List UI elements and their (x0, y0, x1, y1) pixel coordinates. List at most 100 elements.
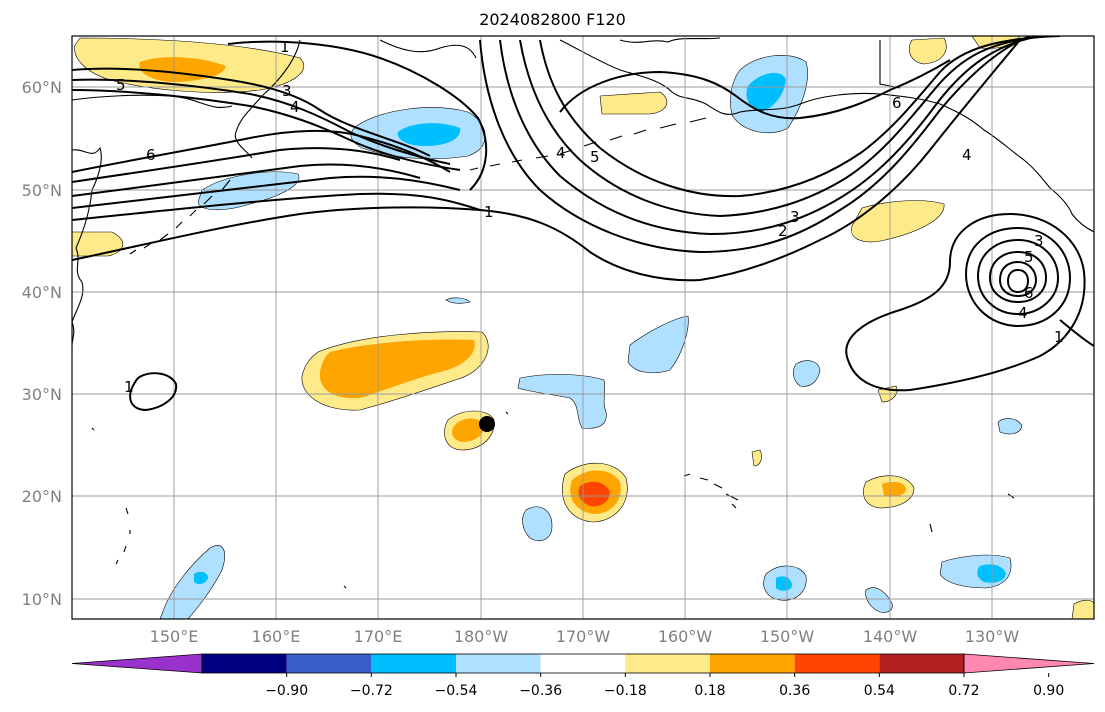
contour-label: 5 (1024, 248, 1034, 266)
lon-tick-label: 180°W (454, 627, 509, 646)
contour-label: 5 (116, 76, 126, 94)
anomaly-lightblue-sw (159, 545, 225, 619)
contour-2-main (479, 36, 1031, 254)
lon-tick-label: 160°W (658, 627, 713, 646)
lon-tick-label: 160°E (252, 627, 301, 646)
coast-hawaii (683, 473, 739, 509)
lat-tick-label: 10°N (22, 590, 62, 609)
contour-low-6 (1006, 268, 1030, 294)
contour-1-southwest (129, 372, 178, 412)
contour-low-1 (845, 212, 1086, 392)
coast-small-islands (91, 411, 1015, 589)
contour-5-west (72, 67, 431, 157)
anomaly-orange-dot (452, 418, 484, 442)
lon-tick-label: 130°W (965, 627, 1020, 646)
anomaly-red-south (578, 481, 610, 507)
contour-label: 5 (590, 148, 600, 166)
colorbar-tick-label: 0.54 (864, 683, 895, 699)
contour-westflow1 (72, 147, 401, 183)
colorbar-swatch (371, 654, 456, 673)
contour-westflow4 (72, 192, 481, 221)
contour-1-east (1059, 319, 1094, 347)
anomaly-lightblue-small (445, 297, 471, 304)
contour-label: 4 (1018, 304, 1028, 322)
storm-position-marker (479, 416, 495, 432)
contour-label: 4 (556, 144, 566, 162)
coast-north-top (619, 37, 721, 43)
anomaly-lightblue-e1 (793, 360, 821, 387)
anomaly-lightblue-se2 (865, 587, 893, 613)
anomaly-blue-se1 (776, 576, 792, 591)
colorbar-tick-label: −0.90 (265, 683, 308, 699)
contour-label: 6 (1024, 284, 1034, 302)
anomaly-lightblue-kamchatka (197, 171, 300, 211)
contour-label: 3 (790, 208, 800, 226)
coast-chukotka (379, 39, 477, 59)
lon-tick-label: 170°E (354, 627, 403, 646)
anomaly-lightblue-mid1 (627, 315, 689, 374)
contour-1-main (72, 39, 1021, 282)
anomaly-orange-east (882, 482, 906, 497)
contour-label: 4 (962, 146, 972, 164)
contour-label: 1 (1054, 328, 1064, 346)
colorbar-tick-label: 0.72 (948, 683, 979, 699)
lat-tick-label: 50°N (22, 181, 62, 200)
colorbar-swatch (286, 654, 372, 673)
lat-ticks: 10°N 20°N 30°N 40°N 50°N 60°N (22, 78, 62, 609)
anomaly-blue-sw (194, 571, 208, 585)
lon-tick-label: 150°W (760, 627, 815, 646)
colorbar-tick-label: 0.18 (694, 683, 725, 699)
lat-tick-label: 40°N (22, 283, 62, 302)
contour-6-west (72, 129, 451, 173)
anomaly-yellow-ne (851, 200, 945, 243)
contour-westflow3 (72, 175, 461, 209)
contour-label: 2 (778, 222, 788, 240)
contour-label: 3 (1034, 232, 1044, 250)
contour-5-main (539, 36, 1061, 198)
map-plot-area: 1 5 3 4 6 1 4 5 3 2 6 4 3 5 6 4 1 1 (72, 36, 1094, 619)
anomaly-yellow-tiny (751, 449, 762, 467)
lon-tick-label: 170°W (556, 627, 611, 646)
coast-alaska-south (739, 92, 1025, 161)
contour-label: 4 (290, 98, 300, 116)
lon-tick-label: 140°W (863, 627, 918, 646)
map-frame (71, 35, 1095, 620)
anomaly-yellow-corner (1071, 599, 1094, 619)
colorbar-swatch (794, 654, 880, 673)
colorbar-extend-low (71, 653, 203, 674)
colorbar-swatch (456, 654, 541, 673)
colorbar-tick-label: 0.90 (1033, 683, 1064, 699)
colorbar-swatch (710, 654, 795, 673)
anomaly-lightblue-south (522, 506, 553, 541)
anomaly-lightblue-e2 (997, 418, 1023, 435)
shaded-fields (72, 36, 1094, 619)
contour-label: 1 (280, 38, 290, 56)
anomaly-yellow-west (72, 231, 124, 257)
anomaly-lightblue-mid2 (517, 374, 607, 429)
colorbar-swatch (879, 654, 964, 673)
colorbar: −0.90 −0.72 −0.54 −0.36 −0.18 0.18 0.36 0.54 0.7… (71, 653, 1095, 699)
anomaly-yellow-bering (599, 91, 668, 115)
colorbar-extend-high (963, 653, 1095, 674)
colorbar-tick-label: −0.72 (350, 683, 393, 699)
contour-3-west (72, 78, 451, 165)
contour-label-group: 1 5 3 4 6 1 4 5 3 2 6 4 3 5 6 4 1 1 (116, 38, 1064, 396)
colorbar-tick-label: −0.18 (604, 683, 647, 699)
colorbar-tick-label: 0.36 (779, 683, 810, 699)
page-title: 2024082800 F120 (479, 10, 626, 29)
colorbar-tick-label: −0.36 (519, 683, 562, 699)
contour-low-4 (988, 250, 1048, 304)
colorbar-swatch (625, 654, 710, 673)
contour-label: 1 (484, 203, 494, 221)
coast-islands-west (115, 507, 131, 565)
contour-label: 6 (146, 146, 156, 164)
colorbar-swatch (540, 654, 626, 673)
contour-6-ridge (559, 59, 951, 120)
contour-3-main (499, 36, 1041, 236)
coast-canada (1023, 159, 1094, 233)
colorbar-swatch (202, 654, 287, 673)
lon-ticks: 150°E 160°E 170°E 180°W 170°W 160°W 150°… (150, 627, 1020, 646)
lat-tick-label: 20°N (22, 487, 62, 506)
contour-label: 1 (124, 378, 134, 396)
colorbar-border (201, 653, 965, 674)
